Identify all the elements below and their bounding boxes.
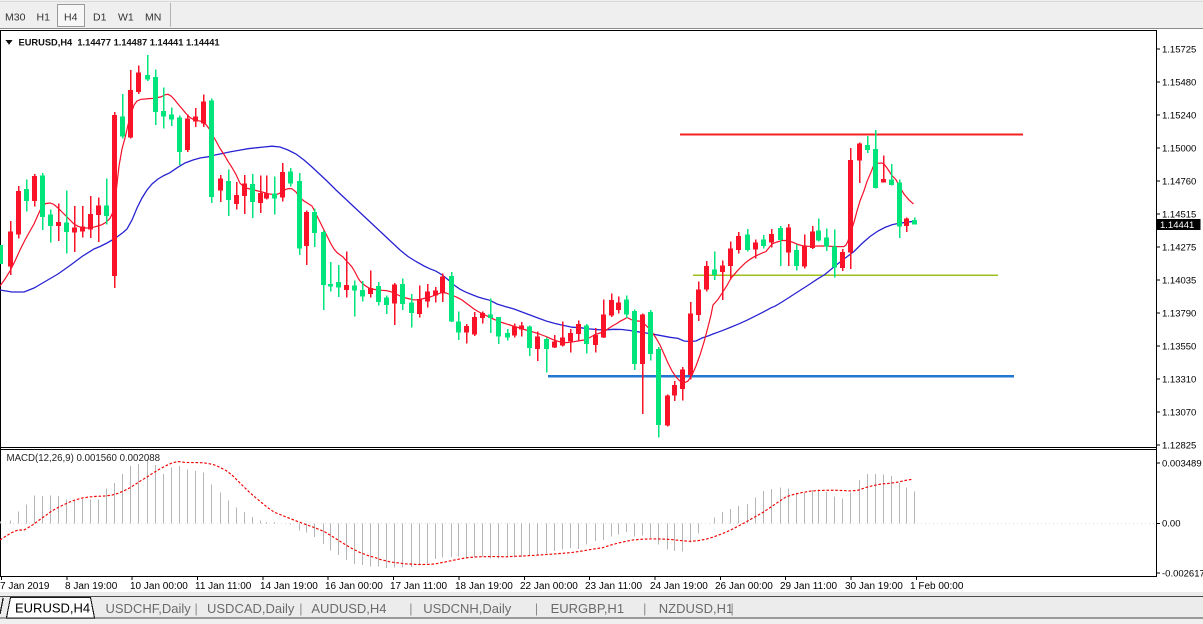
svg-text:1.13790: 1.13790 — [1162, 309, 1196, 320]
svg-text:EURUSD,H4: EURUSD,H4 — [15, 601, 90, 616]
svg-text:10 Jan 00:00: 10 Jan 00:00 — [130, 581, 188, 592]
svg-text:MACD(12,26,9) 0.001560 0.00208: MACD(12,26,9) 0.001560 0.002088 — [7, 453, 161, 464]
svg-text:H4: H4 — [64, 12, 78, 24]
svg-text:MN: MN — [145, 12, 161, 24]
svg-text:8 Jan 19:00: 8 Jan 19:00 — [65, 581, 118, 592]
svg-text:NZDUSD,H1: NZDUSD,H1 — [659, 601, 733, 616]
svg-text:1.12825: 1.12825 — [1162, 441, 1196, 452]
svg-text:|: | — [731, 602, 734, 616]
svg-text:AUDUSD,H4: AUDUSD,H4 — [311, 601, 386, 616]
svg-text:1.14441: 1.14441 — [1160, 220, 1194, 231]
svg-text:USDCHF,Daily: USDCHF,Daily — [106, 601, 192, 616]
svg-text:29 Jan 11:00: 29 Jan 11:00 — [780, 581, 838, 592]
svg-text:1.14760: 1.14760 — [1162, 177, 1196, 188]
svg-text:1.14515: 1.14515 — [1162, 210, 1196, 221]
svg-text:1.13550: 1.13550 — [1162, 342, 1196, 353]
svg-text:23 Jan 11:00: 23 Jan 11:00 — [585, 581, 643, 592]
svg-text:H1: H1 — [37, 12, 51, 24]
svg-text:|: | — [409, 602, 412, 616]
svg-text:17 Jan 11:00: 17 Jan 11:00 — [390, 581, 448, 592]
svg-text:EURUSD,H4 1.14477 1.14487 1.1: EURUSD,H4 1.14477 1.14487 1.14441 1.1444… — [19, 38, 220, 48]
svg-text:1.14035: 1.14035 — [1162, 276, 1196, 287]
svg-text:11 Jan 11:00: 11 Jan 11:00 — [195, 581, 252, 592]
svg-text:1.13070: 1.13070 — [1162, 408, 1196, 419]
svg-text:0.003489: 0.003489 — [1162, 459, 1202, 470]
svg-text:|: | — [535, 602, 538, 616]
svg-text:22 Jan 00:00: 22 Jan 00:00 — [520, 581, 578, 592]
svg-text:1.15480: 1.15480 — [1162, 78, 1196, 89]
svg-text:|: | — [299, 602, 302, 616]
svg-text:1.15725: 1.15725 — [1162, 45, 1196, 56]
svg-text:26 Jan 00:00: 26 Jan 00:00 — [715, 581, 773, 592]
svg-text:0.00: 0.00 — [1162, 519, 1181, 530]
svg-text:W1: W1 — [118, 12, 134, 24]
svg-text:24 Jan 19:00: 24 Jan 19:00 — [650, 581, 708, 592]
svg-text:M30: M30 — [5, 12, 26, 24]
svg-text:EURGBP,H1: EURGBP,H1 — [551, 601, 624, 616]
svg-text:14 Jan 19:00: 14 Jan 19:00 — [260, 581, 318, 592]
svg-text:1.15240: 1.15240 — [1162, 111, 1196, 122]
svg-text:1.15000: 1.15000 — [1162, 144, 1196, 155]
svg-text:1.14275: 1.14275 — [1162, 243, 1196, 254]
svg-text:D1: D1 — [93, 12, 107, 24]
svg-text:1 Feb 00:00: 1 Feb 00:00 — [910, 581, 964, 592]
svg-text:|: | — [643, 602, 646, 616]
svg-text:16 Jan 00:00: 16 Jan 00:00 — [325, 581, 383, 592]
svg-text:30 Jan 19:00: 30 Jan 19:00 — [845, 581, 903, 592]
svg-text:-0.002617: -0.002617 — [1162, 569, 1203, 580]
svg-text:1.13310: 1.13310 — [1162, 375, 1196, 386]
svg-text:|: | — [195, 602, 198, 616]
svg-text:USDCAD,Daily: USDCAD,Daily — [207, 601, 295, 616]
svg-text:USDCNH,Daily: USDCNH,Daily — [423, 601, 512, 616]
svg-text:18 Jan 19:00: 18 Jan 19:00 — [455, 581, 513, 592]
svg-text:7 Jan 2019: 7 Jan 2019 — [0, 581, 50, 592]
